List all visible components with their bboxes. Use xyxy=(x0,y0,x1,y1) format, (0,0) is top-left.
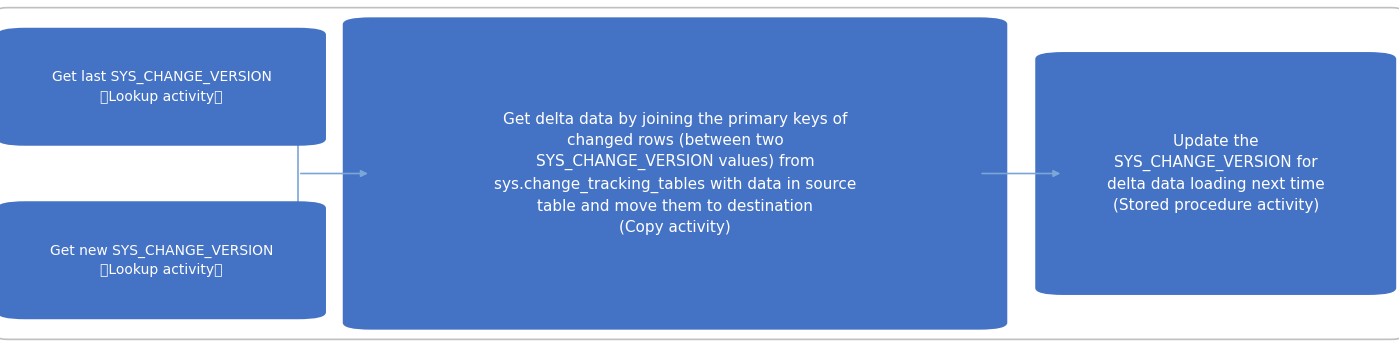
FancyBboxPatch shape xyxy=(0,201,326,319)
FancyBboxPatch shape xyxy=(0,8,1399,339)
Text: Get new SYS_CHANGE_VERSION
（Lookup activity）: Get new SYS_CHANGE_VERSION （Lookup activ… xyxy=(50,244,273,277)
FancyBboxPatch shape xyxy=(1035,52,1396,295)
Text: Update the
SYS_CHANGE_VERSION for
delta data loading next time
(Stored procedure: Update the SYS_CHANGE_VERSION for delta … xyxy=(1107,134,1325,213)
FancyBboxPatch shape xyxy=(343,17,1007,330)
Text: Get last SYS_CHANGE_VERSION
（Lookup activity）: Get last SYS_CHANGE_VERSION （Lookup acti… xyxy=(52,70,271,103)
Text: Get delta data by joining the primary keys of
changed rows (between two
SYS_CHAN: Get delta data by joining the primary ke… xyxy=(494,112,856,235)
FancyBboxPatch shape xyxy=(0,28,326,146)
